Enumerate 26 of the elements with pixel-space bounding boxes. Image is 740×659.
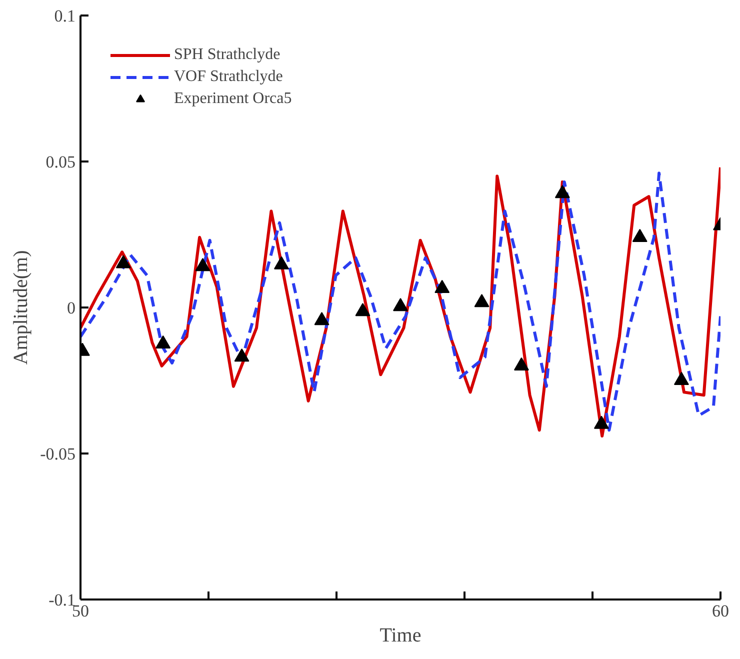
- y-tick-label: 0: [67, 298, 76, 318]
- point: [314, 312, 330, 326]
- legend-label: SPH Strathclyde: [174, 46, 280, 64]
- y-axis-title: Amplitude(m): [10, 250, 32, 365]
- point: [474, 294, 490, 308]
- x-tick-label: 50: [72, 602, 89, 620]
- point: [632, 228, 648, 242]
- point: [355, 303, 370, 316]
- point: [674, 372, 689, 386]
- point: [274, 256, 289, 270]
- point: [554, 185, 570, 198]
- point: [234, 348, 250, 362]
- x-tick-label: 60: [712, 602, 729, 620]
- legend-label: VOF Strathclyde: [174, 68, 283, 86]
- point: [594, 416, 609, 429]
- point: [434, 280, 450, 294]
- point: [514, 357, 529, 370]
- point: [195, 258, 210, 272]
- point: [393, 298, 408, 312]
- y-tick-label: -0.05: [40, 444, 76, 464]
- legend-label: Experiment Orca5: [174, 90, 292, 108]
- x-axis-title: Time: [380, 624, 422, 646]
- point: [156, 335, 171, 349]
- y-tick-label: 0.1: [54, 6, 76, 26]
- y-tick-label: 0.05: [46, 152, 76, 172]
- point: [116, 255, 131, 268]
